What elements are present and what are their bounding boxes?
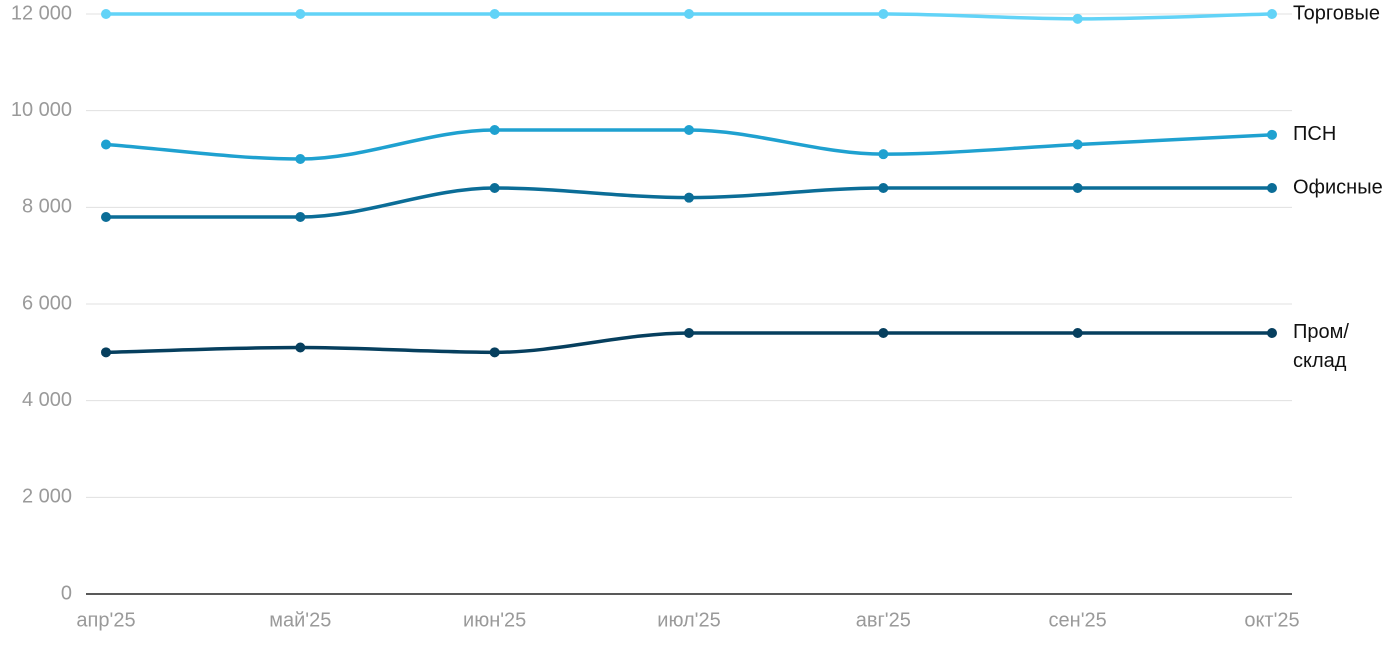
x-tick-label: июл'25 [657, 609, 720, 631]
point [295, 212, 306, 222]
point [684, 9, 694, 19]
point [295, 154, 306, 164]
point [878, 149, 889, 160]
point [1072, 13, 1083, 24]
point [1267, 328, 1277, 338]
point [489, 183, 500, 193]
point [101, 212, 111, 222]
legend-label: Торговые [1293, 2, 1380, 24]
point [101, 9, 111, 19]
y-tick-label: 6 000 [22, 292, 72, 314]
point [295, 342, 306, 353]
point [878, 183, 889, 193]
point [1072, 183, 1083, 193]
x-tick-label: сен'25 [1049, 609, 1107, 631]
y-tick-label: 10 000 [11, 99, 72, 121]
point [684, 192, 694, 203]
x-tick-label: апр'25 [76, 609, 135, 631]
y-tick-label: 2 000 [22, 486, 72, 508]
x-tick-label: июн'25 [463, 609, 526, 631]
point [101, 139, 111, 150]
legend-label: Офисные [1293, 176, 1383, 198]
point [1072, 139, 1083, 150]
point [101, 347, 111, 358]
x-tick-label: май'25 [269, 609, 331, 631]
y-tick-label: 8 000 [22, 196, 72, 218]
x-tick-label: авг'25 [856, 609, 911, 631]
point [1267, 183, 1277, 193]
x-tick-label: окт'25 [1244, 609, 1299, 631]
legend-label: Пром/склад [1293, 321, 1349, 372]
point [489, 9, 500, 19]
point [295, 9, 306, 19]
point [489, 347, 500, 358]
point [684, 328, 694, 338]
point [684, 125, 694, 135]
y-tick-label: 12 000 [11, 2, 72, 24]
point [489, 125, 500, 135]
y-tick-label: 0 [61, 582, 72, 604]
point [1072, 328, 1083, 338]
y-tick-label: 4 000 [22, 389, 72, 411]
legend-label: ПСН [1293, 123, 1336, 145]
point [878, 328, 889, 338]
point [1267, 9, 1277, 19]
point [878, 9, 889, 19]
point [1267, 129, 1277, 140]
